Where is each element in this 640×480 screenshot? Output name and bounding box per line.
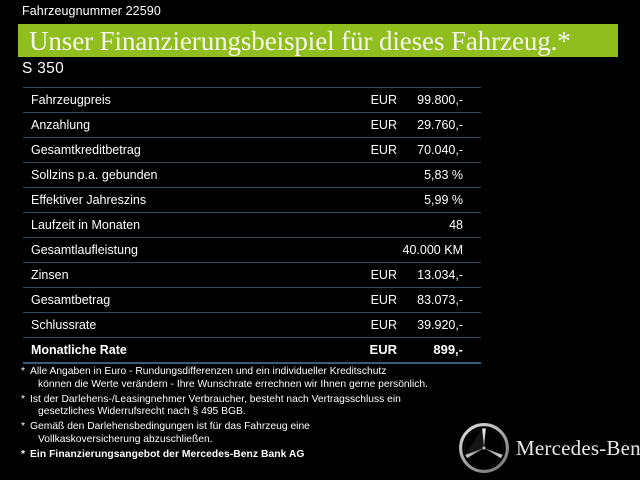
row-label: Gesamtlaufleistung: [23, 237, 343, 263]
row-currency: [343, 162, 397, 188]
finance-table: Fahrzeugpreis EUR 99.800,- Anzahlung EUR 29.7…: [23, 87, 481, 364]
table-row: Effektiver Jahreszins 5,99 %: [23, 187, 481, 213]
row-value: 5,83 %: [397, 162, 481, 188]
footnote-line: Ist der Darlehens-/Leasingnehmer Verbrau…: [30, 393, 401, 405]
brand-wordmark: Mercedes-Benz: [516, 435, 640, 460]
row-value: 48: [397, 212, 481, 238]
row-currency: EUR: [343, 137, 397, 163]
row-value: 13.034,-: [397, 262, 481, 288]
row-currency: EUR: [343, 87, 397, 113]
footnote-item: * Ist der Darlehens-/Leasingnehmer Verbra…: [21, 394, 471, 419]
mercedes-star-icon: [459, 423, 509, 473]
footnote-line: können die Werte verändern - Ihre Wunsch…: [38, 378, 428, 390]
table-row: Gesamtlaufleistung 40.000 KM: [23, 237, 481, 263]
table-row: Anzahlung EUR 29.760,-: [23, 112, 481, 138]
row-value: 899,-: [397, 337, 481, 364]
footnote-line: Gemäß den Darlehensbedingungen ist für d…: [30, 421, 310, 433]
row-currency: EUR: [343, 337, 397, 364]
headline-banner: Unser Finanzierungsbeispiel für dieses F…: [18, 24, 618, 57]
vehicle-number: Fahrzeugnummer 22590: [22, 4, 161, 18]
row-label: Effektiver Jahreszins: [23, 187, 343, 213]
footnote-item: * Alle Angaben in Euro - Rundungsdifferen…: [21, 366, 471, 391]
row-label: Zinsen: [23, 262, 343, 288]
footnote-line: gesetzliches Widerrufsrecht nach § 495 B…: [38, 406, 246, 418]
row-label: Gesamtbetrag: [23, 287, 343, 313]
footnote-marker-icon: *: [21, 366, 26, 377]
row-currency: [343, 187, 397, 213]
footnote-marker-icon: *: [21, 421, 26, 433]
row-value: 39.920,-: [397, 312, 481, 338]
brand-logo: Mercedes-Benz: [458, 422, 640, 474]
row-label: Sollzins p.a. gebunden: [23, 162, 343, 188]
row-label: Schlussrate: [23, 312, 343, 338]
row-currency: [343, 212, 397, 238]
row-label: Laufzeit in Monaten: [23, 212, 343, 238]
footnote-item: * Ein Finanzierungsangebot der Mercedes-B…: [21, 449, 471, 462]
row-value: 70.040,-: [397, 137, 481, 163]
headline-text: Unser Finanzierungsbeispiel für dieses F…: [29, 25, 571, 56]
row-value: 83.073,-: [397, 287, 481, 313]
table-row: Gesamtkreditbetrag EUR 70.040,-: [23, 137, 481, 163]
row-label: Monatliche Rate: [23, 337, 343, 364]
table-row: Schlussrate EUR 39.920,-: [23, 312, 481, 338]
footnote-marker-icon: *: [21, 393, 26, 405]
footnote-line: Alle Angaben in Euro - Rundungsdifferenz…: [30, 366, 387, 377]
table-row: Gesamtbetrag EUR 83.073,-: [23, 287, 481, 313]
row-label: Gesamtkreditbetrag: [23, 137, 343, 163]
footnote-line: Vollkaskoversicherung abzuschließen.: [38, 433, 213, 445]
row-value: 29.760,-: [397, 112, 481, 138]
row-value: 99.800,-: [397, 87, 481, 113]
row-currency: EUR: [343, 312, 397, 338]
model-name: S 350: [22, 60, 65, 77]
row-currency: EUR: [343, 262, 397, 288]
row-label: Fahrzeugpreis: [23, 87, 343, 113]
table-row: Sollzins p.a. gebunden 5,83 %: [23, 162, 481, 188]
row-currency: EUR: [343, 287, 397, 313]
table-row: Fahrzeugpreis EUR 99.800,-: [23, 87, 481, 113]
table-row: Laufzeit in Monaten 48: [23, 212, 481, 238]
footnote-item: * Gemäß den Darlehensbedingungen ist für …: [21, 421, 471, 446]
row-label: Anzahlung: [23, 112, 343, 138]
footnotes-list: * Alle Angaben in Euro - Rundungsdifferen…: [21, 366, 471, 464]
table-row: Monatliche Rate EUR 899,-: [23, 337, 481, 364]
row-value: 40.000 KM: [397, 237, 481, 263]
row-value: 5,99 %: [397, 187, 481, 213]
footnote-marker-icon: *: [21, 448, 26, 460]
row-currency: [343, 237, 397, 263]
finance-table-body: Fahrzeugpreis EUR 99.800,- Anzahlung EUR 29.7…: [23, 87, 481, 364]
row-currency: EUR: [343, 112, 397, 138]
footnote-line: Ein Finanzierungsangebot der Mercedes-Be…: [30, 448, 305, 460]
table-row: Zinsen EUR 13.034,-: [23, 262, 481, 288]
